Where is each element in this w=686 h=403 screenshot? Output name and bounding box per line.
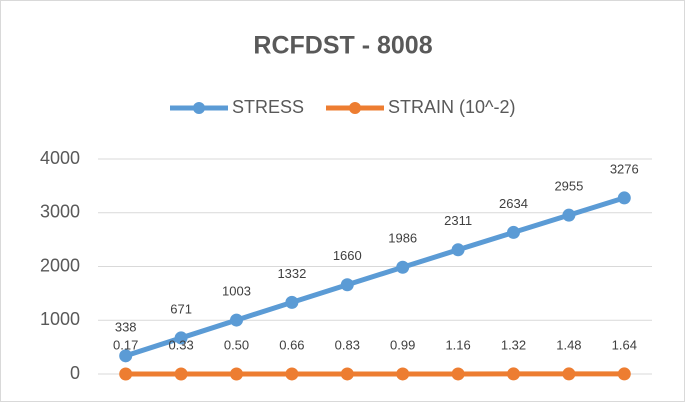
- data-label: 338: [115, 319, 137, 334]
- data-point: [617, 191, 631, 205]
- data-point: [119, 349, 133, 363]
- data-label: 2955: [554, 179, 583, 194]
- data-label: 1.64: [612, 337, 637, 352]
- data-point: [230, 367, 243, 381]
- y-tick-label: 4000: [40, 148, 80, 168]
- data-label: 1.32: [501, 337, 526, 352]
- data-label: 3276: [610, 161, 639, 176]
- data-point: [562, 208, 576, 222]
- data-label: 1.16: [445, 337, 470, 352]
- data-label: 1660: [333, 248, 362, 263]
- legend-label: STRAIN (10^-2): [388, 97, 515, 117]
- y-tick-label: 3000: [40, 202, 80, 222]
- data-point: [340, 278, 354, 292]
- data-point: [507, 225, 520, 239]
- data-label: 0.17: [113, 337, 138, 352]
- data-label: 1986: [388, 231, 417, 246]
- data-point: [119, 367, 133, 381]
- data-point: [230, 313, 243, 327]
- data-point: [396, 367, 410, 381]
- y-tick-label: 2000: [40, 255, 80, 275]
- data-label: 2634: [499, 196, 528, 211]
- data-point: [617, 367, 631, 381]
- y-tick-label: 1000: [40, 309, 80, 329]
- data-point: [285, 367, 299, 381]
- data-label: 0.50: [224, 337, 249, 352]
- data-label: 0.99: [390, 337, 415, 352]
- data-label: 0.66: [279, 337, 304, 352]
- data-label: 671: [170, 301, 192, 316]
- legend-label: STRESS: [232, 97, 304, 117]
- data-point: [340, 367, 354, 381]
- data-point: [451, 367, 465, 381]
- data-point: [396, 260, 410, 274]
- data-label: 0.83: [335, 337, 360, 352]
- y-tick-label: 0: [70, 363, 80, 383]
- data-label: 0.33: [168, 337, 193, 352]
- data-label: 2311: [444, 213, 472, 228]
- data-label: 1332: [277, 266, 306, 281]
- data-point: [451, 243, 465, 257]
- legend-marker: [193, 102, 205, 114]
- data-point: [562, 367, 576, 381]
- data-point: [174, 367, 188, 381]
- series-line: [124, 195, 626, 359]
- chart-title: RCFDST - 8008: [253, 32, 432, 60]
- data-label: 1003: [222, 284, 251, 299]
- legend-marker: [349, 102, 361, 114]
- data-point: [174, 331, 188, 345]
- data-point: [507, 367, 520, 381]
- data-point: [285, 295, 299, 309]
- data-label: 1.48: [556, 337, 581, 352]
